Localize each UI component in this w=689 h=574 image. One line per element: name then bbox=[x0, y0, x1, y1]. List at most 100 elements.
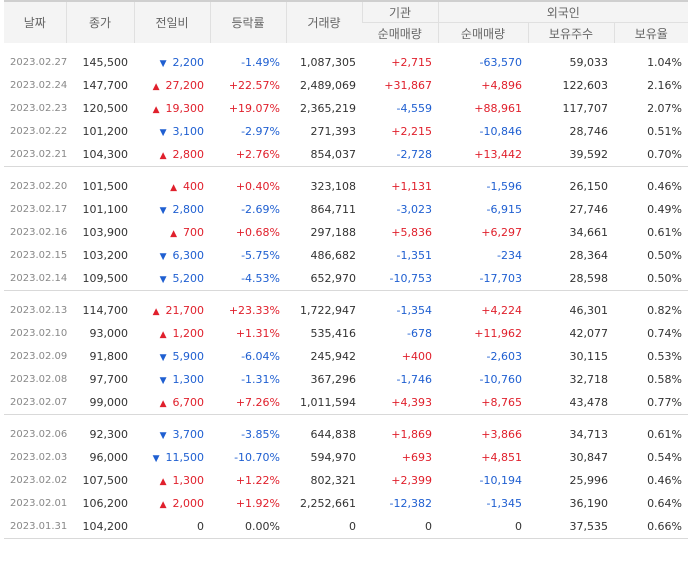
cell-volume: 864,711 bbox=[310, 203, 357, 216]
cell-institution-net: +1,131 bbox=[391, 180, 432, 193]
cell-close: 97,700 bbox=[89, 373, 129, 386]
cell-foreign-ratio: 0.58% bbox=[647, 373, 683, 386]
cell-date: 2023.02.22 bbox=[10, 126, 68, 137]
table-body: 2023.02.27 145,500 ▼ 2,200 -1.49% 1,087,305 +2… bbox=[4, 43, 689, 539]
cell-foreign-net: +4,896 bbox=[481, 79, 522, 92]
cell-change: ▼ 2,800 bbox=[134, 198, 210, 221]
cell-close: 106,200 bbox=[82, 497, 129, 510]
cell-foreign-holdings: 27,746 bbox=[569, 203, 609, 216]
cell-rate: -10.70% bbox=[234, 451, 280, 464]
cell-date: 2023.02.08 bbox=[10, 374, 68, 385]
table-row: 2023.02.17 101,100 ▼ 2,800 -2.69% 864,711 -3,0… bbox=[4, 198, 688, 221]
cell-foreign-net: +4,851 bbox=[481, 451, 522, 464]
cell-volume: 2,365,219 bbox=[300, 102, 356, 115]
cell-volume: 2,252,661 bbox=[300, 497, 356, 510]
cell-rate: +1.22% bbox=[235, 474, 280, 487]
cell-foreign-net: +88,961 bbox=[474, 102, 522, 115]
cell-volume: 1,011,594 bbox=[286, 391, 362, 415]
triangle-up-icon: ▲ bbox=[152, 105, 160, 115]
cell-foreign-ratio: 0.46% bbox=[647, 180, 683, 193]
table-row: 2023.02.09 91,800 ▼ 5,900 -6.04% 245,942 +400 -… bbox=[4, 345, 688, 368]
cell-foreign-holdings: 34,713 bbox=[569, 428, 609, 441]
cell-change: ▲ 2,800 bbox=[134, 143, 210, 167]
change-value: 2,800 bbox=[172, 148, 205, 161]
cell-rate: +7.26% bbox=[210, 391, 286, 415]
triangle-up-icon: ▲ bbox=[159, 477, 167, 487]
cell-foreign-net: -17,703 bbox=[438, 267, 528, 291]
cell-institution-net: -2,728 bbox=[362, 143, 438, 167]
cell-foreign-ratio: 0.46% bbox=[647, 474, 683, 487]
cell-foreign-net: -63,570 bbox=[479, 56, 522, 69]
change-value: 3,100 bbox=[172, 125, 205, 138]
cell-institution-net: +5,836 bbox=[391, 226, 432, 239]
change-value: 5,200 bbox=[172, 272, 205, 285]
cell-foreign-net: +6,297 bbox=[481, 226, 522, 239]
cell-close: 103,900 bbox=[82, 226, 129, 239]
cell-rate: +23.33% bbox=[228, 304, 280, 317]
cell-volume: 367,296 bbox=[310, 373, 357, 386]
cell-close: 92,300 bbox=[89, 428, 129, 441]
cell-foreign-ratio: 0.54% bbox=[647, 451, 683, 464]
change-value: 21,700 bbox=[165, 304, 205, 317]
triangle-down-icon: ▼ bbox=[159, 353, 167, 363]
change-value: 11,500 bbox=[165, 451, 205, 464]
table-row: 2023.02.16 103,900 ▲ 700 +0.68% 297,188 +5,836… bbox=[4, 221, 688, 244]
cell-institution-net: +400 bbox=[401, 350, 432, 363]
change-value: 2,000 bbox=[172, 497, 205, 510]
cell-foreign-ratio: 0.50% bbox=[647, 249, 683, 262]
cell-foreign-net: +4,224 bbox=[481, 304, 522, 317]
header-foreign-holdings: 보유주수 bbox=[527, 22, 614, 43]
change-value: 19,300 bbox=[165, 102, 205, 115]
cell-foreign-net: -1,596 bbox=[486, 180, 522, 193]
cell-foreign-net: 0 bbox=[438, 515, 528, 539]
cell-rate: +1.92% bbox=[235, 497, 280, 510]
cell-volume: 535,416 bbox=[310, 327, 357, 340]
cell-institution-net: -12,382 bbox=[389, 497, 432, 510]
cell-date: 2023.02.09 bbox=[10, 351, 68, 362]
cell-institution-net: -4,559 bbox=[396, 102, 432, 115]
cell-date: 2023.02.13 bbox=[10, 305, 68, 316]
cell-close: 145,500 bbox=[82, 56, 129, 69]
cell-date: 2023.02.02 bbox=[10, 475, 68, 486]
cell-foreign-ratio: 2.07% bbox=[647, 102, 683, 115]
cell-volume: 323,108 bbox=[310, 180, 357, 193]
cell-close: 104,200 bbox=[66, 515, 134, 539]
cell-institution-net: +31,867 bbox=[384, 79, 432, 92]
cell-rate: -6.04% bbox=[241, 350, 280, 363]
table-row: 2023.02.10 93,000 ▲ 1,200 +1.31% 535,416 -678 +… bbox=[4, 322, 688, 345]
table-row: 2023.02.15 103,200 ▼ 6,300 -5.75% 486,682 -1,3… bbox=[4, 244, 688, 267]
triangle-down-icon: ▼ bbox=[159, 431, 167, 441]
cell-rate: -5.75% bbox=[241, 249, 280, 262]
cell-date: 2023.02.06 bbox=[10, 429, 68, 440]
cell-foreign-net: +8,765 bbox=[438, 391, 528, 415]
cell-foreign-holdings: 36,190 bbox=[569, 497, 609, 510]
cell-foreign-holdings: 25,996 bbox=[569, 474, 609, 487]
cell-foreign-holdings: 32,718 bbox=[569, 373, 609, 386]
cell-date: 2023.02.17 bbox=[10, 204, 68, 215]
triangle-up-icon: ▲ bbox=[159, 500, 167, 510]
triangle-up-icon: ▲ bbox=[152, 82, 160, 92]
cell-foreign-net: -2,603 bbox=[486, 350, 522, 363]
cell-change: 0 bbox=[134, 515, 210, 539]
header-volume: 거래량 bbox=[285, 0, 362, 43]
table-row: 2023.02.24 147,700 ▲ 27,200 +22.57% 2,489,069… bbox=[4, 74, 688, 97]
cell-institution-net: +2,215 bbox=[391, 125, 432, 138]
cell-change: ▼ 6,300 bbox=[134, 244, 210, 267]
triangle-up-icon: ▲ bbox=[152, 307, 160, 317]
cell-date: 2023.02.03 bbox=[10, 452, 68, 463]
table-row: 2023.02.02 107,500 ▲ 1,300 +1.22% 802,321 +2,3… bbox=[4, 469, 688, 492]
cell-foreign-holdings: 34,661 bbox=[569, 226, 609, 239]
cell-foreign-holdings: 30,115 bbox=[569, 350, 609, 363]
cell-foreign-ratio: 1.04% bbox=[647, 56, 683, 69]
change-value: 27,200 bbox=[165, 79, 205, 92]
cell-change: ▼ 11,500 bbox=[134, 446, 210, 469]
cell-change: ▲ 1,200 bbox=[134, 322, 210, 345]
cell-date: 2023.02.15 bbox=[10, 250, 68, 261]
cell-close: 99,000 bbox=[66, 391, 134, 415]
cell-date: 2023.02.27 bbox=[10, 57, 68, 68]
cell-foreign-net: -10,760 bbox=[479, 373, 522, 386]
cell-foreign-holdings: 37,535 bbox=[528, 515, 614, 539]
cell-close: 114,700 bbox=[82, 304, 129, 317]
cell-date: 2023.02.23 bbox=[10, 103, 68, 114]
triangle-up-icon: ▲ bbox=[159, 330, 167, 340]
